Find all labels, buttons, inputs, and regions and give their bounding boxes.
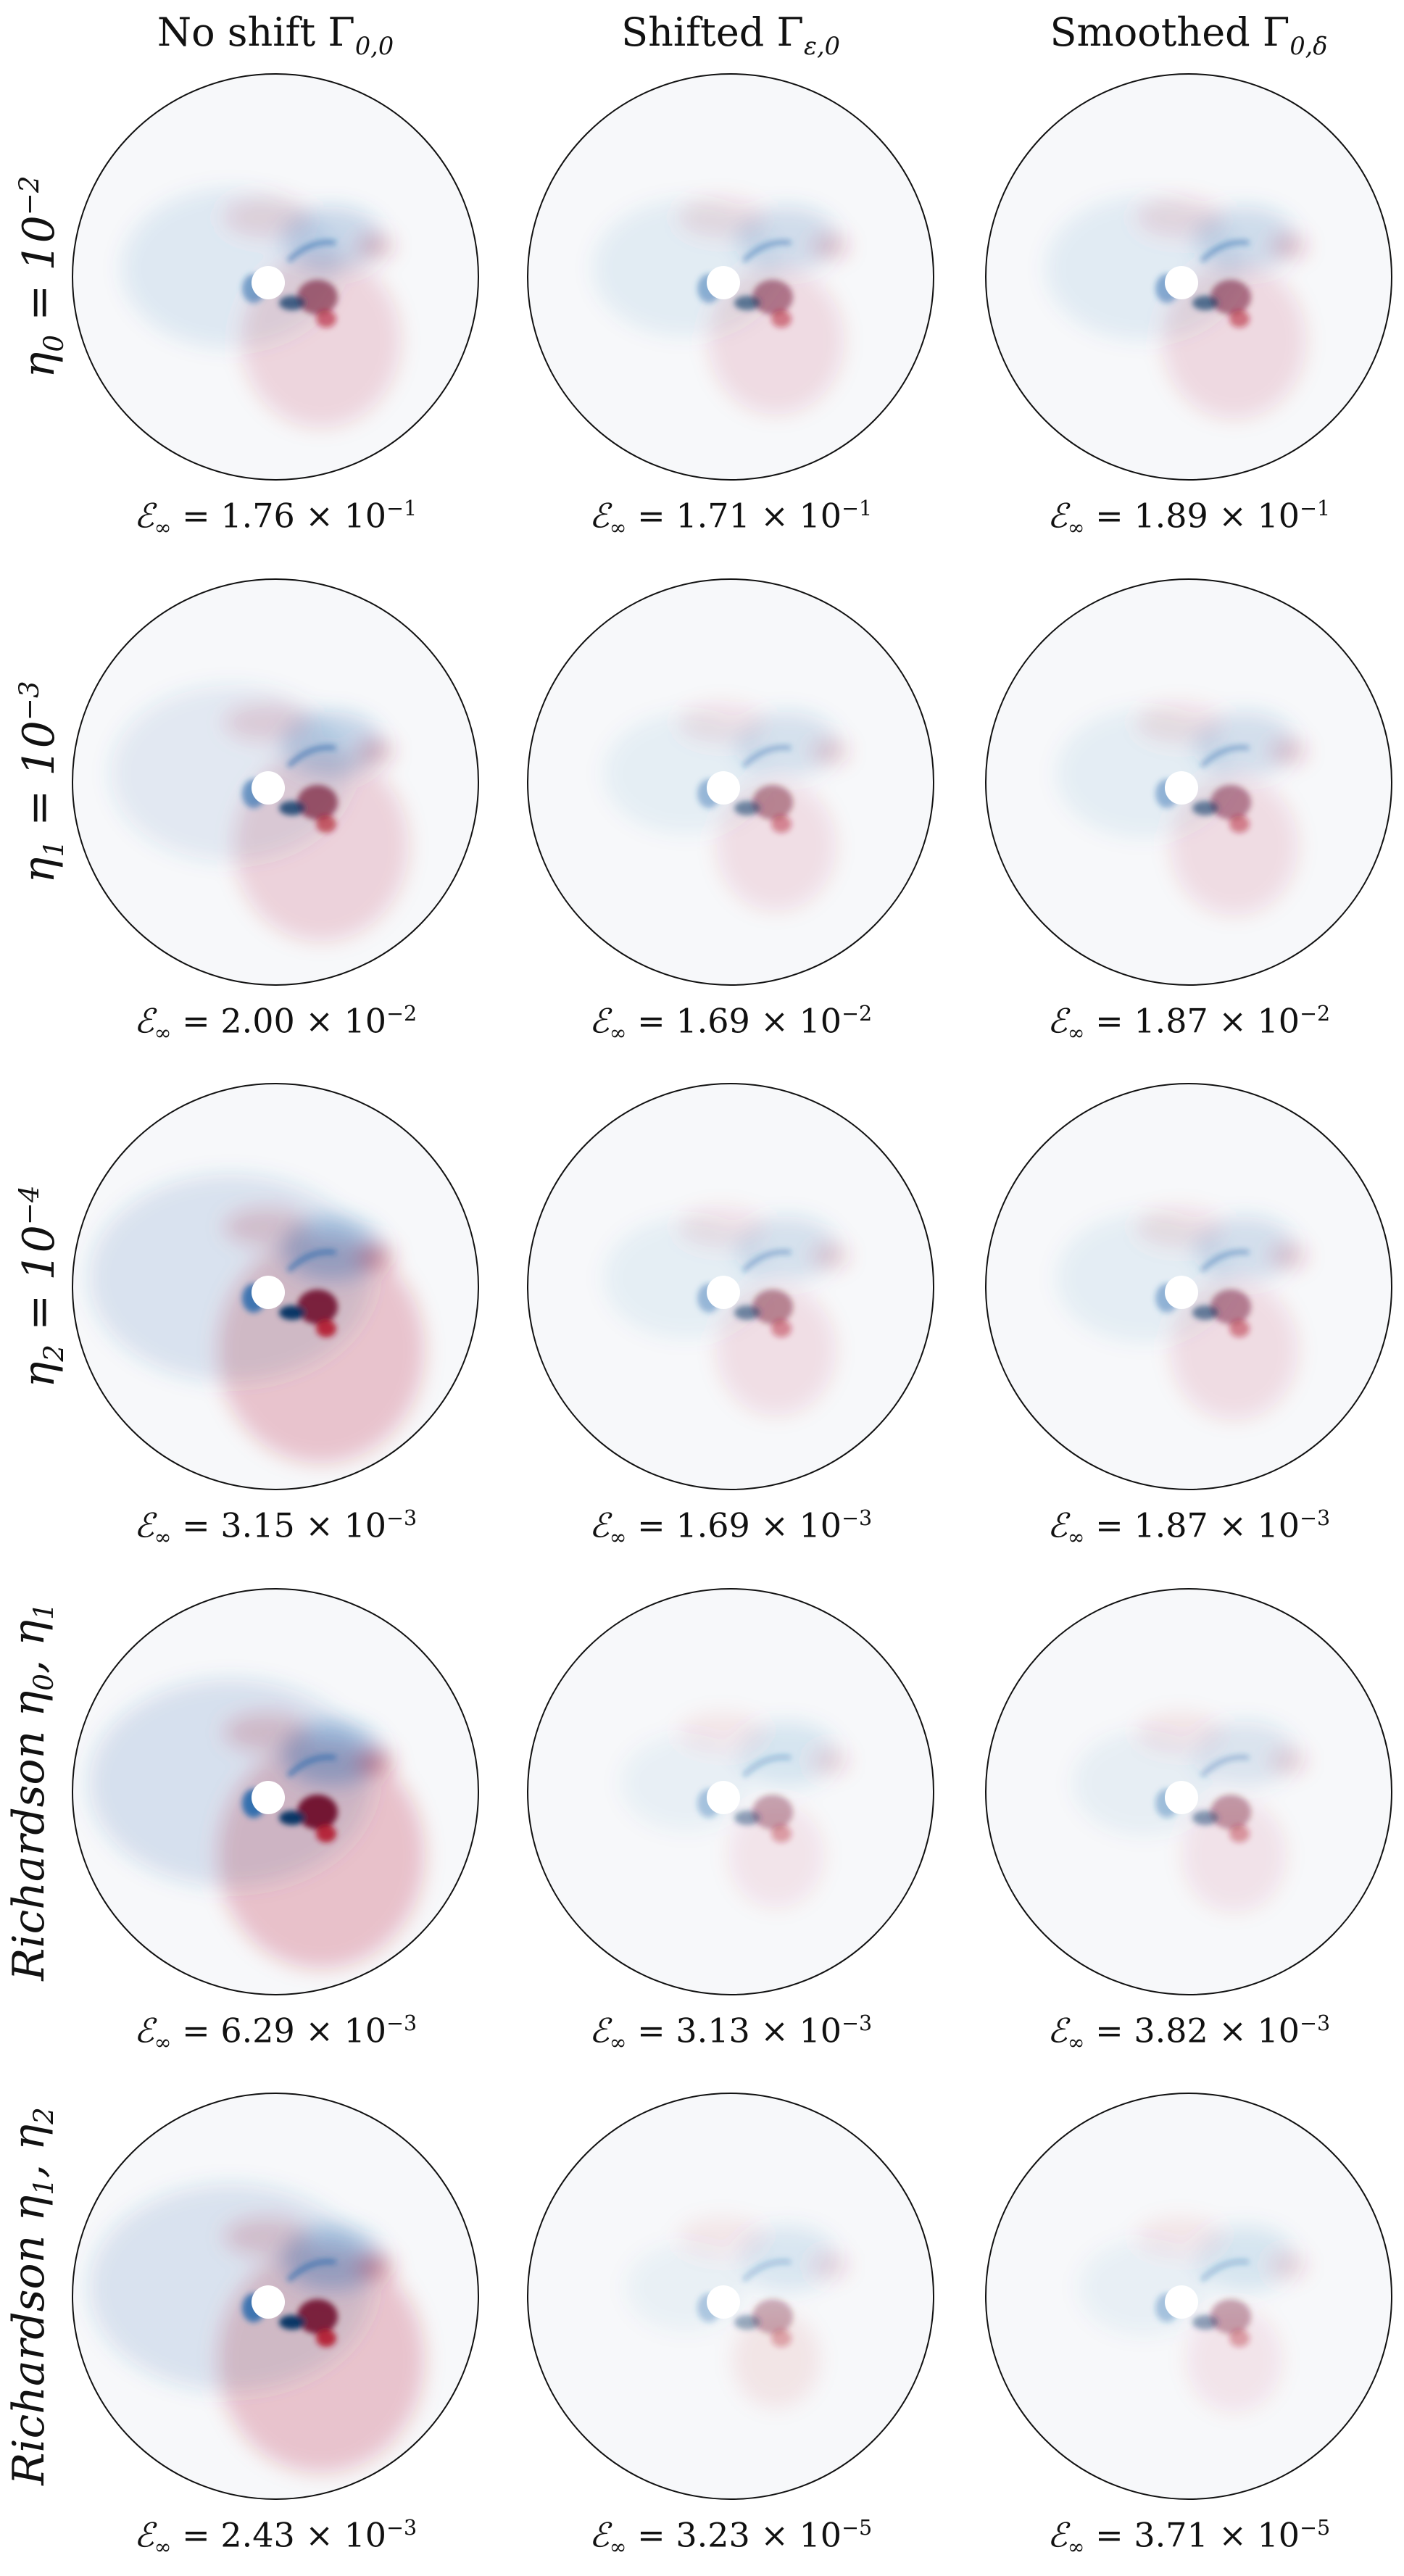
domain-boundary [527, 1083, 934, 1490]
vorticity-panel [526, 578, 935, 986]
vorticity-panel [71, 72, 480, 481]
domain-boundary [985, 1083, 1392, 1490]
error-label: ℰ∞ = 3.23 × 10−5 [589, 2515, 873, 2559]
domain-boundary [72, 1083, 479, 1490]
column-title-2: Shifted Γε,0 [621, 9, 840, 60]
vorticity-panel [984, 72, 1393, 481]
error-label: ℰ∞ = 6.29 × 10−3 [133, 2011, 418, 2055]
domain-boundary [72, 73, 479, 481]
vorticity-plot [985, 1083, 1392, 1490]
row-label-4: Richardson η0, η1 [4, 1603, 59, 1981]
vorticity-plot [527, 73, 934, 481]
vorticity-plot [72, 1588, 479, 1995]
error-label: ℰ∞ = 1.89 × 10−1 [1047, 496, 1331, 540]
vorticity-panel [71, 1082, 480, 1491]
domain-boundary [527, 1588, 934, 1995]
domain-boundary [72, 578, 479, 986]
error-label: ℰ∞ = 2.43 × 10−3 [133, 2515, 418, 2559]
vorticity-plot [985, 1588, 1392, 1995]
error-label: ℰ∞ = 1.87 × 10−3 [1047, 1505, 1331, 1550]
column-title-1: No shift Γ0,0 [157, 9, 394, 60]
vorticity-panel [526, 1587, 935, 1996]
error-label: ℰ∞ = 2.00 × 10−2 [133, 1001, 418, 1045]
vorticity-panel [526, 1082, 935, 1491]
vorticity-plot [985, 73, 1392, 481]
error-label: ℰ∞ = 1.69 × 10−3 [589, 1505, 873, 1550]
error-label: ℰ∞ = 1.69 × 10−2 [589, 1001, 873, 1045]
row-label-5: Richardson η1, η2 [4, 2107, 59, 2485]
domain-boundary [985, 2093, 1392, 2500]
vorticity-panel [984, 1082, 1393, 1491]
row-label-1: η0 = 10−2 [13, 175, 70, 378]
domain-boundary [72, 2093, 479, 2500]
vorticity-plot [72, 2093, 479, 2500]
domain-boundary [527, 2093, 934, 2500]
vorticity-panel [526, 2092, 935, 2501]
vorticity-panel [984, 2092, 1393, 2501]
vorticity-panel [526, 72, 935, 481]
domain-boundary [527, 578, 934, 986]
domain-boundary [985, 1588, 1392, 1995]
error-label: ℰ∞ = 1.71 × 10−1 [589, 496, 873, 540]
vorticity-plot [985, 2093, 1392, 2500]
error-label: ℰ∞ = 3.71 × 10−5 [1047, 2515, 1331, 2559]
vorticity-plot [527, 578, 934, 986]
domain-boundary [985, 578, 1392, 986]
vorticity-plot [985, 578, 1392, 986]
error-label: ℰ∞ = 3.13 × 10−3 [589, 2011, 873, 2055]
error-label: ℰ∞ = 3.82 × 10−3 [1047, 2011, 1331, 2055]
vorticity-panel [71, 578, 480, 986]
vorticity-panel [984, 1587, 1393, 1996]
vorticity-panel [71, 2092, 480, 2501]
vorticity-plot [72, 578, 479, 986]
error-label: ℰ∞ = 3.15 × 10−3 [133, 1505, 418, 1550]
error-label: ℰ∞ = 1.87 × 10−2 [1047, 1001, 1331, 1045]
row-label-2: η1 = 10−3 [13, 681, 70, 884]
error-label: ℰ∞ = 1.76 × 10−1 [133, 496, 418, 540]
domain-boundary [72, 1588, 479, 1995]
vorticity-plot [527, 2093, 934, 2500]
vorticity-plot [72, 73, 479, 481]
vorticity-plot [527, 1083, 934, 1490]
domain-boundary [985, 73, 1392, 481]
vorticity-panel [984, 578, 1393, 986]
domain-boundary [527, 73, 934, 481]
vorticity-plot [72, 1083, 479, 1490]
row-label-3: η2 = 10−4 [13, 1185, 70, 1388]
vorticity-plot [527, 1588, 934, 1995]
vorticity-panel [71, 1587, 480, 1996]
column-title-3: Smoothed Γ0,δ [1050, 9, 1328, 60]
